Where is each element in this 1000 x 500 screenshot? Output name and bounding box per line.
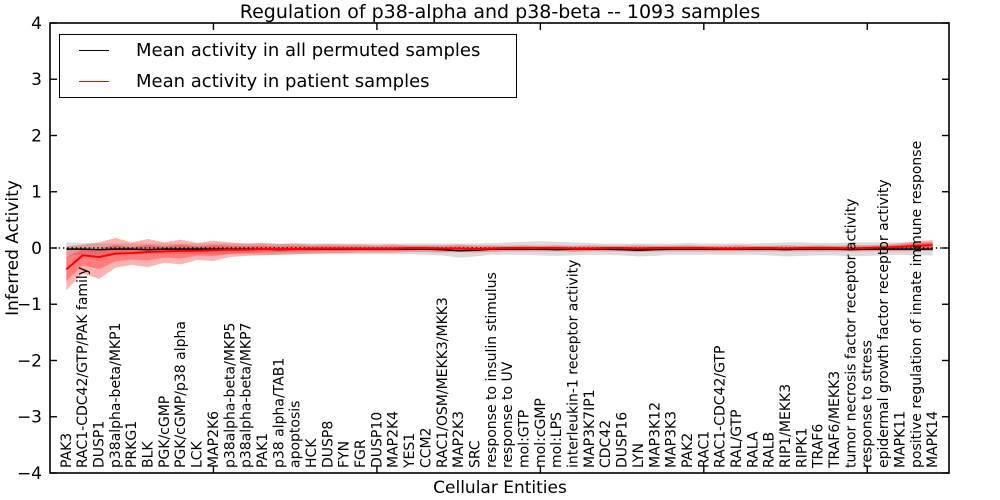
x-category-label: PAK1 [255,433,271,468]
x-category-label: FGR [353,439,369,468]
x-category-label: HCK [304,438,320,468]
x-category-label: RAL/GTP [729,409,745,468]
x-category-label: mol:GTP [516,410,532,468]
x-category-label: interleukin-1 receptor activity [566,260,582,468]
x-category-label: apoptosis [288,401,304,468]
x-category-label: LYN [631,443,647,468]
legend-entry-permuted: Mean activity in all permuted samples [60,38,516,64]
x-category-label: MAP2K3 [451,411,467,468]
x-category-label: mol:LPS [549,412,565,468]
x-category-label: MAP3K12 [647,402,663,468]
x-category-label: CCM2 [418,427,434,468]
patient-range-band [66,237,933,291]
x-category-label: MAP2K4 [386,411,402,468]
x-category-label: PAK3 [59,433,75,468]
x-category-label: MAP3K7IP1 [582,389,598,468]
x-category-label: DUSP8 [320,421,336,468]
x-category-label: RIPK1 [794,428,810,468]
x-category-label: BLK [141,441,157,468]
x-category-label: p38 alpha/TAB1 [271,358,287,468]
x-category-label: p38alpha-beta/MKP5 [222,323,238,468]
y-tick-label: −4 [17,464,42,484]
x-category-label: SRC [467,440,483,468]
x-category-label: PRKG1 [124,421,140,468]
y-tick-label: 0 [31,239,42,259]
x-category-label: RAC1-CDC42/GTP/PAK family [75,267,91,468]
x-category-label: TRAF6/MEKK3 [827,371,843,469]
x-category-label: mol:cGMP [533,398,549,468]
chart-title: Regulation of p38-alpha and p38-beta -- … [239,1,761,23]
patient-range-inner-band [66,242,933,281]
x-category-label: tumor necrosis factor receptor activity [843,199,859,469]
y-tick-label: 3 [31,70,42,90]
x-category-label: response to insulin stimulus [484,272,500,468]
x-category-label: p38alpha-beta/MKP7 [239,323,255,468]
x-category-label: MAPK14 [925,411,941,468]
y-tick-label: −2 [17,351,42,371]
permuted-line-swatch [79,50,109,51]
x-category-label: epidermal growth factor receptor activit… [876,179,892,468]
x-category-label: YES1 [402,433,418,469]
x-category-label: MAPK11 [892,411,908,468]
x-category-label: PAK2 [680,433,696,468]
x-category-label: DUSP16 [615,412,631,468]
x-category-label: RAC1-CDC42/GTP [713,346,729,468]
legend-label: Mean activity in all permuted samples [136,40,481,61]
x-category-label: RIP1/MEKK3 [778,384,794,468]
x-category-label: LCK [190,440,206,468]
x-category-label: MAP3K3 [664,411,680,468]
y-tick-label: 2 [31,126,42,146]
x-category-label: RALA [745,431,761,468]
patient-line-swatch [79,81,109,82]
x-category-label: response to stress [860,340,876,468]
x-category-label: CDC42 [598,420,614,468]
x-category-label: FYN [337,441,353,468]
x-category-label: positive regulation of innate immune res… [909,141,925,468]
x-category-label: RALB [762,432,778,468]
x-category-label: p38alpha-beta/MKP1 [108,323,124,468]
y-axis-label: Inferred Activity [3,180,23,316]
x-category-label: PGK/cGMP [157,396,173,468]
x-category-label: PGK/cGMP/p38 alpha [173,321,189,468]
legend: Mean activity in all permuted samples Me… [59,34,517,98]
legend-label: Mean activity in patient samples [136,71,430,92]
x-category-label: MAP2K6 [206,411,222,468]
y-tick-label: −3 [17,408,42,428]
x-category-label: response to UV [500,361,516,468]
x-category-label: TRAF6 [811,424,827,469]
patient-mean-line [65,244,933,271]
legend-entry-patient: Mean activity in patient samples [60,69,516,95]
x-category-label: DUSP10 [369,412,385,468]
x-category-label: RAC1/OSM/MEKK3/MKK3 [435,297,451,468]
x-category-label: DUSP1 [92,421,108,468]
y-tick-label: 4 [31,14,42,34]
x-axis-label: Cellular Entities [433,478,567,498]
y-tick-label: −1 [17,295,42,315]
x-category-label: RAC1 [696,431,712,468]
y-tick-label: 1 [31,183,42,203]
